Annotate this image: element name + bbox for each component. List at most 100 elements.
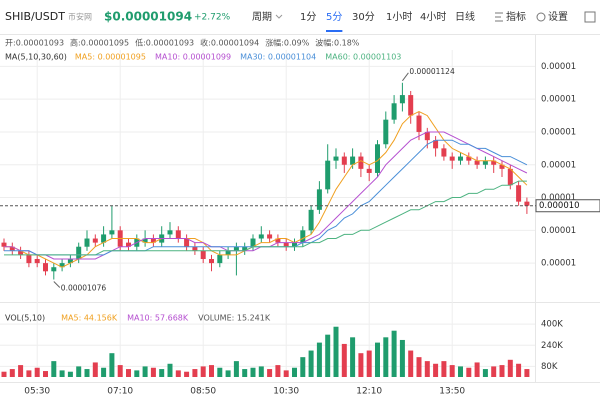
legend-entry: MA60: 0.00001103 — [325, 53, 401, 62]
candle-body — [225, 250, 231, 255]
candle-body — [350, 156, 356, 165]
volume-bar — [482, 369, 488, 377]
volume-bar — [51, 361, 57, 377]
volume-bar — [1, 371, 7, 377]
volume-bar — [225, 370, 231, 377]
candle-body — [84, 238, 90, 247]
settings-icon[interactable] — [536, 12, 546, 22]
legend-entry: MA10: 57.668K — [127, 314, 189, 323]
indicator-icon[interactable] — [495, 12, 503, 22]
volume-bar — [424, 361, 430, 377]
tool-button[interactable]: 设置 — [548, 11, 568, 23]
volume-bar — [308, 350, 314, 377]
candle-body — [341, 156, 347, 165]
fullscreen-icon[interactable] — [584, 11, 596, 23]
x-tick-label: 07:10 — [107, 387, 133, 397]
volume-bar — [84, 369, 90, 377]
legend-entry: MA30: 0.00001104 — [240, 53, 316, 62]
volume-bar — [499, 365, 505, 377]
ma-line — [4, 180, 527, 256]
y-tick-label: 0.00001 — [541, 193, 576, 203]
candle-body — [458, 156, 463, 161]
candle-body — [308, 209, 314, 231]
candle-body — [167, 230, 173, 235]
candle-body — [175, 230, 181, 239]
candle-body — [333, 156, 339, 161]
ma-line — [4, 110, 528, 268]
volume-bar — [233, 361, 239, 377]
volume-bar — [18, 365, 24, 377]
volume-bar — [358, 353, 364, 377]
volume-bar — [416, 357, 422, 377]
volume-bar — [507, 359, 513, 377]
volume-bar — [325, 334, 331, 377]
volume-bar — [34, 367, 40, 377]
candle-body — [92, 238, 98, 243]
volume-bar — [408, 350, 414, 377]
volume-bar — [76, 366, 82, 377]
info-item: 收:0.00001094 — [200, 38, 259, 48]
candle-body — [275, 238, 281, 243]
candle-body — [67, 259, 73, 264]
info-item: 高:0.00001095 — [70, 38, 129, 48]
candle-body — [267, 234, 273, 239]
period-tab[interactable]: 30分 — [352, 11, 375, 23]
y-tick-label: 0.00001 — [541, 259, 576, 269]
volume-bar — [109, 353, 115, 377]
candle-body — [18, 250, 24, 255]
candle-body — [217, 254, 223, 264]
period-tab[interactable]: 1小时 — [386, 11, 412, 23]
candle-body — [192, 246, 198, 251]
period-tab[interactable]: 1分 — [300, 11, 316, 23]
candle-body — [449, 156, 455, 161]
candle-body — [441, 148, 447, 157]
period-tab[interactable]: 日线 — [455, 10, 475, 23]
volume-bar — [441, 361, 447, 377]
last-price-label: 0.000010 — [539, 201, 580, 211]
volume-bar — [292, 367, 297, 377]
x-tick-label: 10:30 — [273, 387, 299, 397]
dropdown-caret[interactable] — [275, 14, 283, 19]
candle-body — [416, 115, 422, 132]
candle-body — [433, 140, 439, 149]
info-item: 开:0.00001093 — [5, 39, 64, 48]
max-label: 0.00001124 — [409, 67, 455, 76]
volume-bar — [350, 337, 356, 377]
volume-bar — [217, 367, 223, 377]
volume-bar — [458, 366, 463, 377]
candle-body — [408, 95, 414, 116]
period-tab[interactable]: 4小时 — [420, 11, 446, 23]
volume-bar — [341, 343, 347, 377]
candle-body — [1, 242, 7, 247]
info-item: 波幅:0.18% — [315, 38, 360, 48]
candle-body — [26, 254, 32, 264]
volume-bar — [466, 367, 472, 377]
volume-bar — [491, 366, 497, 377]
volume-bar — [391, 330, 397, 377]
period-label[interactable]: 周期 — [252, 11, 272, 23]
x-tick-label: 12:10 — [356, 387, 382, 397]
info-item: 低:0.00001093 — [135, 38, 194, 48]
volume-bar — [67, 371, 73, 377]
symbol[interactable]: SHIB/USDT — [5, 10, 65, 23]
candle-body — [59, 263, 65, 268]
volume-bar — [101, 367, 107, 377]
y-tick-label: 240K — [541, 341, 563, 351]
volume-bar — [516, 363, 522, 377]
candle-body — [283, 242, 289, 247]
candle-body — [391, 103, 397, 120]
volume-bar — [209, 365, 214, 377]
volume-bar — [200, 366, 206, 377]
volume-bar — [242, 369, 248, 377]
period-tab[interactable]: 5分 — [326, 11, 342, 23]
y-tick-label: 0.00001 — [541, 127, 576, 137]
y-tick-label: 0.00001 — [541, 226, 576, 236]
volume-bar — [316, 342, 322, 377]
candle-body — [209, 259, 214, 264]
volume-bar — [43, 371, 48, 377]
tool-button[interactable]: 指标 — [506, 10, 526, 23]
volume-bar — [300, 357, 306, 377]
candle-body — [399, 95, 405, 104]
candle-body — [200, 250, 206, 260]
candle-body — [491, 160, 497, 165]
